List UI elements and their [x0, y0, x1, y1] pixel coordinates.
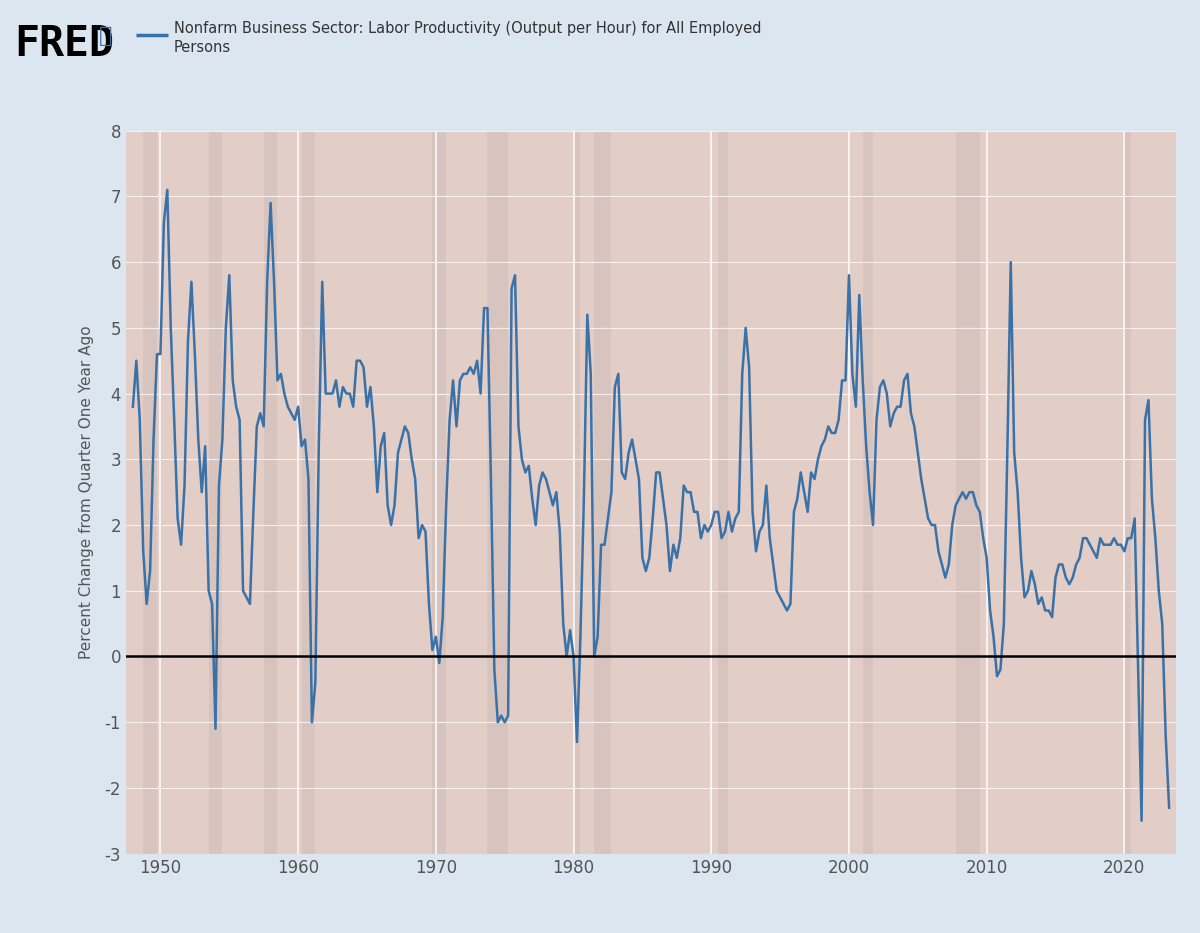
- Bar: [143, 131, 157, 854]
- Bar: [301, 131, 316, 854]
- Y-axis label: Percent Change from Quarter One Year Ago: Percent Change from Quarter One Year Ago: [78, 326, 94, 659]
- Bar: [1124, 131, 1132, 854]
- Bar: [955, 131, 979, 854]
- Bar: [432, 131, 446, 854]
- Bar: [574, 131, 581, 854]
- Text: Nonfarm Business Sector: Labor Productivity (Output per Hour) for All Employed
P: Nonfarm Business Sector: Labor Productiv…: [174, 21, 762, 55]
- Text: FRED: FRED: [14, 23, 114, 65]
- Bar: [264, 131, 277, 854]
- Bar: [487, 131, 508, 854]
- Bar: [594, 131, 612, 854]
- Bar: [718, 131, 728, 854]
- Bar: [209, 131, 222, 854]
- Text: 〜: 〜: [98, 26, 112, 46]
- Bar: [863, 131, 874, 854]
